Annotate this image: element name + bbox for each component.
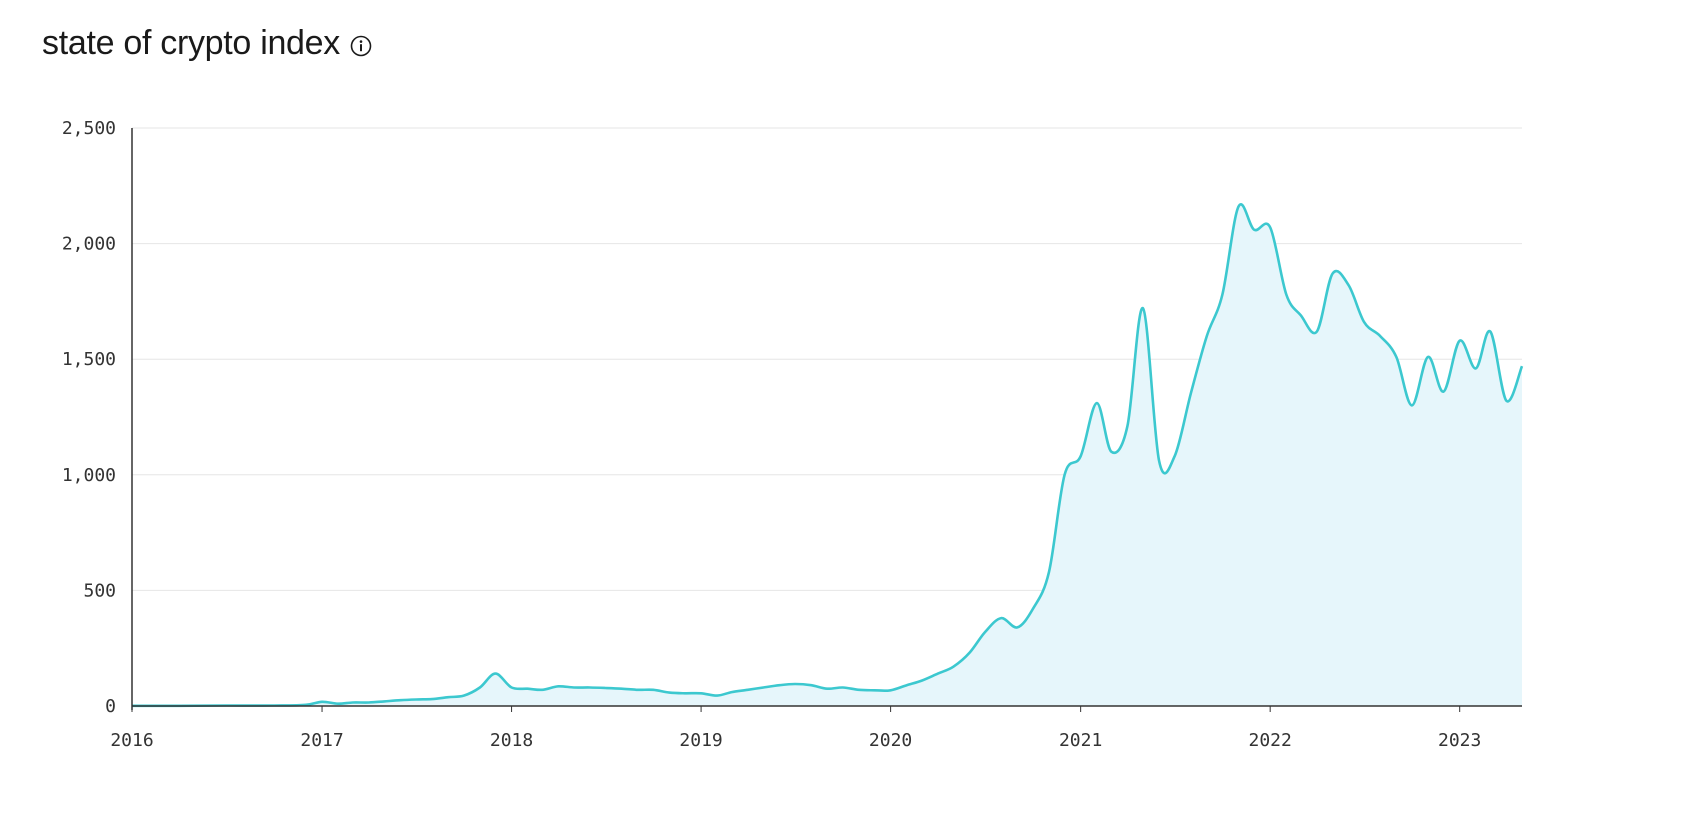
x-tick-label: 2020 (869, 730, 912, 751)
x-tick-label: 2023 (1438, 730, 1481, 751)
y-tick-label: 0 (105, 696, 116, 717)
series-line (132, 203, 1524, 708)
y-axis-ticks: 0 500 1,000 1,500 2,000 2,500 (62, 118, 116, 717)
chart-title: state of crypto index (42, 24, 340, 62)
x-tick-label: 2016 (110, 730, 153, 751)
x-tick-label: 2018 (490, 730, 533, 751)
y-tick-label: 2,000 (62, 234, 116, 255)
x-tick-label: 2022 (1248, 730, 1291, 751)
x-tick-label: 2017 (300, 730, 343, 751)
y-tick-label: 2,500 (62, 118, 116, 139)
y-tick-label: 1,000 (62, 465, 116, 486)
y-tick-label: 500 (83, 580, 116, 601)
x-tick-label: 2019 (679, 730, 722, 751)
chart-header: state of crypto index (42, 24, 372, 63)
x-axis-ticks: 2016 2017 2018 2019 2020 2021 2022 2023 (110, 706, 1481, 751)
x-tick-label: 2021 (1059, 730, 1102, 751)
y-tick-label: 1,500 (62, 349, 116, 370)
info-circle-icon[interactable] (350, 35, 372, 57)
area-fill (132, 204, 1522, 706)
